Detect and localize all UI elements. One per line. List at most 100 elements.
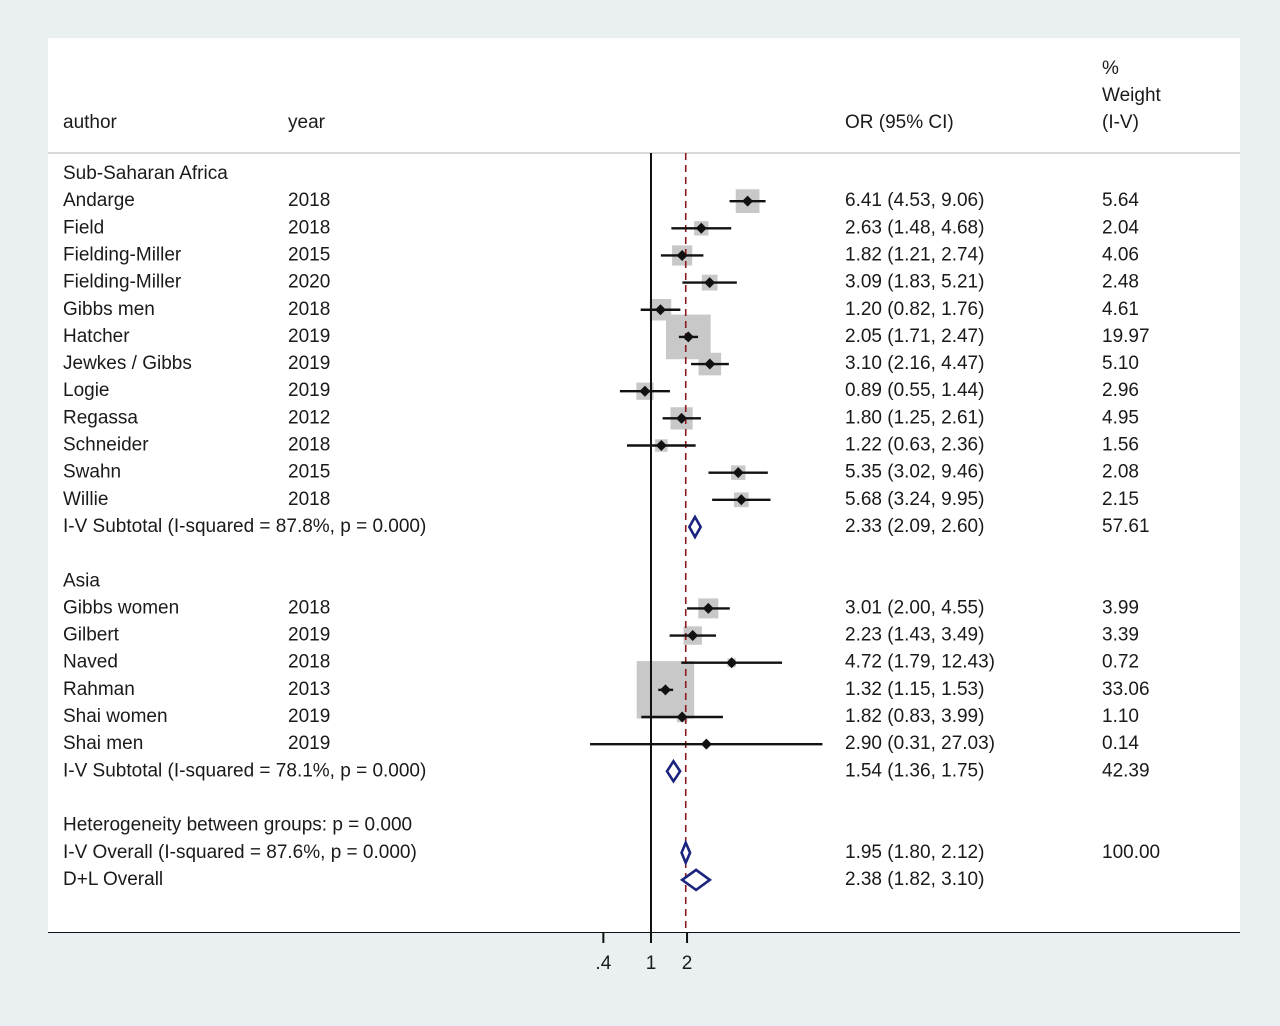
- x-tick-label: 2: [682, 953, 693, 974]
- study-author: Swahn: [63, 462, 121, 483]
- study-author: Regassa: [63, 407, 138, 428]
- study-weight: 1.56: [1102, 435, 1139, 456]
- header-weight-line2: Weight: [1102, 85, 1162, 106]
- point-estimate: [676, 249, 688, 261]
- study-year: 2018: [288, 190, 330, 211]
- study-year: 2019: [288, 326, 330, 347]
- study-ci-text: 3.01 (2.00, 4.55): [845, 597, 984, 618]
- point-estimate: [742, 195, 754, 207]
- study-year: 2012: [288, 407, 330, 428]
- point-estimate: [702, 602, 714, 614]
- header-weight-line3: (I-V): [1102, 112, 1139, 133]
- study-year: 2018: [288, 435, 330, 456]
- study-year: 2020: [288, 272, 330, 293]
- point-estimate: [676, 711, 688, 723]
- forest-plot: author year OR (95% CI) % Weight (I-V) S…: [48, 58, 1240, 933]
- study-year: 2019: [288, 353, 330, 374]
- point-estimate: [735, 494, 747, 506]
- study-weight: 4.95: [1102, 407, 1139, 428]
- study-ci-text: 3.09 (1.83, 5.21): [845, 272, 984, 293]
- subtotal-diamond: [687, 514, 703, 540]
- subtotal-diamond: [665, 758, 682, 784]
- study-year: 2019: [288, 380, 330, 401]
- study-year: 2013: [288, 679, 330, 700]
- study-author: Gilbert: [63, 625, 120, 646]
- study-ci-text: 1.20 (0.82, 1.76): [845, 299, 984, 320]
- row-labels: Sub-Saharan Africa Andarge 2018 6.41 (4.53,…: [63, 163, 1160, 890]
- study-weight: 1.10: [1102, 706, 1139, 727]
- point-estimate: [700, 738, 712, 750]
- study-year: 2018: [288, 217, 330, 238]
- point-estimate: [655, 440, 667, 451]
- subtotal-weight: 57.61: [1102, 516, 1150, 537]
- subtotal-ci-text: 2.33 (2.09, 2.60): [845, 516, 984, 537]
- study-author: Logie: [63, 380, 110, 401]
- study-weight: 3.39: [1102, 625, 1139, 646]
- study-ci-text: 5.68 (3.24, 9.95): [845, 489, 984, 510]
- study-ci-text: 0.89 (0.55, 1.44): [845, 380, 984, 401]
- study-author: Field: [63, 217, 104, 238]
- study-weight: 2.08: [1102, 462, 1139, 483]
- point-estimate: [659, 684, 671, 696]
- study-ci-text: 2.63 (1.48, 4.68): [845, 217, 984, 238]
- group-label: Asia: [63, 570, 100, 591]
- study-year: 2015: [288, 244, 330, 265]
- study-author: Gibbs men: [63, 299, 155, 320]
- study-year: 2018: [288, 489, 330, 510]
- subtotal-label: I-V Subtotal (I-squared = 78.1%, p = 0.0…: [63, 760, 426, 781]
- study-ci-text: 2.23 (1.43, 3.49): [845, 625, 984, 646]
- study-weight: 0.72: [1102, 652, 1139, 673]
- x-tick-label: .4: [595, 953, 611, 974]
- study-ci-text: 6.41 (4.53, 9.06): [845, 190, 984, 211]
- study-weight: 2.96: [1102, 380, 1139, 401]
- overall-iv-ci-text: 1.95 (1.80, 2.12): [845, 842, 984, 863]
- plot-panel: author year OR (95% CI) % Weight (I-V) S…: [48, 38, 1240, 974]
- point-estimate: [726, 657, 738, 669]
- x-axis: .4 1 2: [595, 933, 693, 974]
- point-estimate: [654, 304, 666, 316]
- study-author: Shai men: [63, 733, 143, 754]
- point-estimate: [639, 385, 651, 397]
- study-author: Jewkes / Gibbs: [63, 353, 192, 374]
- overall-iv-weight: 100.00: [1102, 842, 1160, 863]
- study-ci-text: 3.10 (2.16, 4.47): [845, 353, 984, 374]
- study-author: Willie: [63, 489, 108, 510]
- heterogeneity-label: Heterogeneity between groups: p = 0.000: [63, 815, 412, 836]
- ci-marks: [590, 195, 823, 892]
- study-ci-text: 1.80 (1.25, 2.61): [845, 407, 984, 428]
- x-tick-label: 1: [646, 953, 657, 974]
- header-weight-line1: %: [1102, 58, 1119, 79]
- header-year: year: [288, 112, 326, 133]
- study-author: Shai women: [63, 706, 168, 727]
- point-estimate: [695, 222, 707, 234]
- overall-iv-diamond: [680, 839, 692, 867]
- point-estimate: [704, 358, 716, 370]
- overall-dl-diamond: [679, 868, 713, 892]
- header-author: author: [63, 112, 118, 133]
- study-weight: 0.14: [1102, 733, 1139, 754]
- study-weight: 2.48: [1102, 272, 1139, 293]
- study-ci-text: 1.82 (0.83, 3.99): [845, 706, 984, 727]
- reference-lines: [650, 153, 687, 933]
- point-estimate: [687, 630, 699, 642]
- study-author: Rahman: [63, 679, 135, 700]
- study-author: Naved: [63, 652, 118, 673]
- point-estimate: [676, 412, 688, 424]
- study-weight: 2.04: [1102, 217, 1139, 238]
- point-estimate: [704, 277, 716, 289]
- study-year: 2019: [288, 733, 330, 754]
- study-weight: 5.10: [1102, 353, 1139, 374]
- subtotal-label: I-V Subtotal (I-squared = 87.8%, p = 0.0…: [63, 516, 426, 537]
- study-weight: 4.61: [1102, 299, 1139, 320]
- study-weight: 4.06: [1102, 244, 1139, 265]
- study-ci-text: 2.05 (1.71, 2.47): [845, 326, 984, 347]
- overall-iv-label: I-V Overall (I-squared = 87.6%, p = 0.00…: [63, 842, 417, 863]
- study-ci-text: 5.35 (3.02, 9.46): [845, 462, 984, 483]
- study-year: 2018: [288, 299, 330, 320]
- study-ci-text: 4.72 (1.79, 12.43): [845, 652, 995, 673]
- subtotal-weight: 42.39: [1102, 760, 1150, 781]
- overall-dl-label: D+L Overall: [63, 869, 163, 890]
- header-or: OR (95% CI): [845, 112, 954, 133]
- point-estimate: [682, 331, 694, 343]
- study-weight: 3.99: [1102, 597, 1139, 618]
